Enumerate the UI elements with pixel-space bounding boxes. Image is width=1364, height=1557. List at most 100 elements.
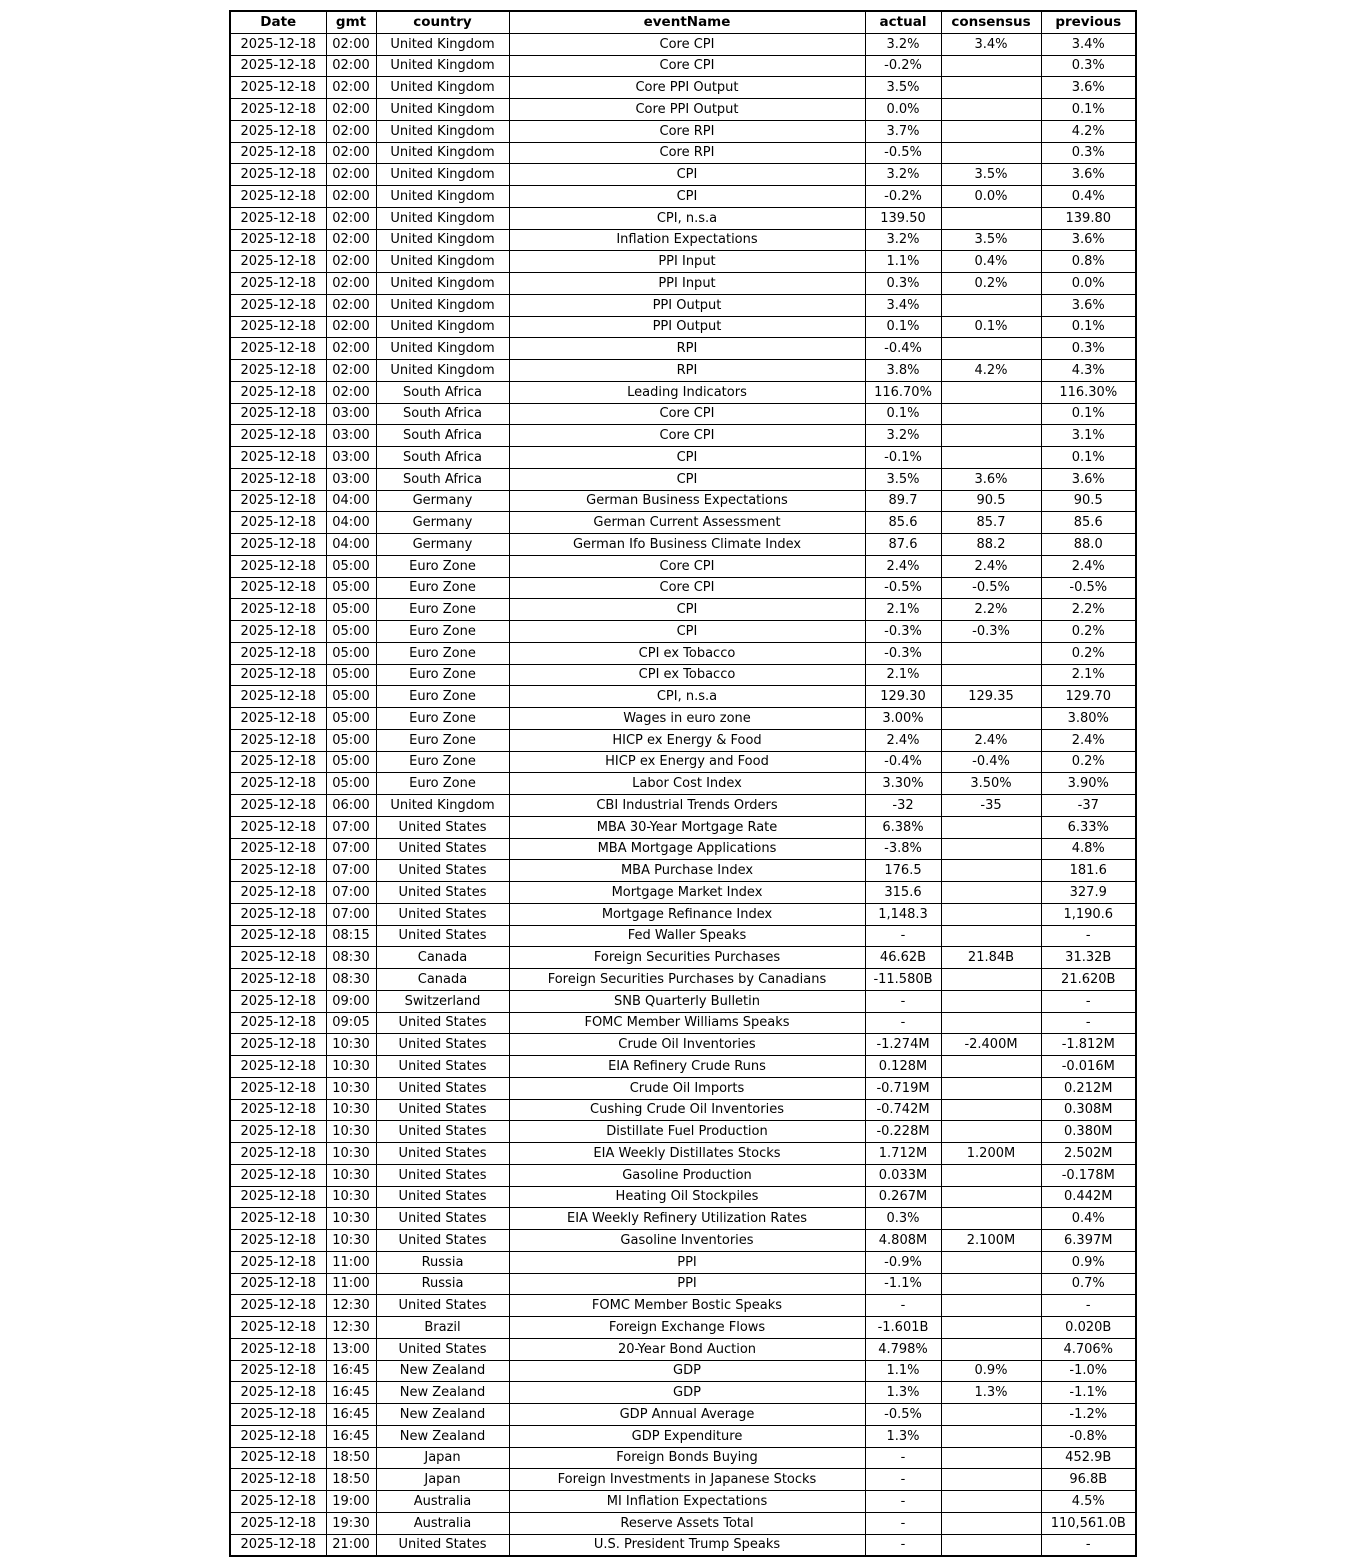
cell-date: 2025-12-18 <box>229 815 327 839</box>
column-header-actual: actual <box>864 10 942 34</box>
cell-date: 2025-12-18 <box>229 1468 327 1491</box>
cell-actual: - <box>864 1446 942 1470</box>
cell-actual: - <box>864 1490 942 1513</box>
cell-gmt: 11:00 <box>325 1272 377 1296</box>
cell-previous: 0.8% <box>1040 250 1137 273</box>
cell-consensus <box>940 206 1042 230</box>
cell-eventname: HICP ex Energy and Food <box>508 750 866 774</box>
cell-country: United States <box>375 1337 510 1361</box>
cell-eventname: CPI <box>508 185 866 208</box>
cell-gmt: 05:00 <box>325 707 377 730</box>
cell-eventname: Foreign Securities Purchases by Canadian… <box>508 968 866 991</box>
table-row: 2025-12-18 05:00 Euro Zone Labor Cost Index… <box>229 772 1137 795</box>
cell-country: Euro Zone <box>375 598 510 621</box>
cell-date: 2025-12-18 <box>229 772 327 795</box>
cell-previous: 0.1% <box>1040 446 1137 469</box>
cell-country: Australia <box>375 1511 510 1535</box>
cell-date: 2025-12-18 <box>229 1229 327 1252</box>
cell-country: United Kingdom <box>375 76 510 99</box>
cell-actual: -0.3% <box>864 620 942 643</box>
table-row: 2025-12-18 02:00 United Kingdom Core PPI Ou… <box>229 98 1137 121</box>
cell-actual: -1.601B <box>864 1316 942 1339</box>
table-row: 2025-12-18 03:00 South Africa Core CPI 0.1% 0… <box>229 402 1137 426</box>
cell-country: Russia <box>375 1250 510 1274</box>
cell-previous: 3.80% <box>1040 707 1137 730</box>
table-row: 2025-12-18 02:00 United Kingdom PPI Input 1.… <box>229 250 1137 273</box>
table-row: 2025-12-18 02:00 United Kingdom Core CPI -0.… <box>229 54 1137 78</box>
cell-previous: -37 <box>1040 794 1137 817</box>
cell-eventname: Core CPI <box>508 554 866 578</box>
table-row: 2025-12-18 05:00 Euro Zone Wages in euro zo… <box>229 707 1137 730</box>
cell-actual: - <box>864 924 942 948</box>
table-row: 2025-12-18 02:00 United Kingdom RPI 3.8% 4.2%… <box>229 359 1137 382</box>
cell-consensus <box>940 1511 1042 1535</box>
cell-date: 2025-12-18 <box>229 837 327 861</box>
cell-gmt: 19:00 <box>325 1490 377 1513</box>
table-row: 2025-12-18 05:00 Euro Zone Core CPI 2.4% 2.4%… <box>229 554 1137 578</box>
cell-gmt: 07:00 <box>325 859 377 882</box>
cell-date: 2025-12-18 <box>229 98 327 121</box>
cell-gmt: 10:30 <box>325 1055 377 1078</box>
cell-consensus: -0.4% <box>940 750 1042 774</box>
cell-date: 2025-12-18 <box>229 1120 327 1143</box>
cell-eventname: GDP Expenditure <box>508 1424 866 1448</box>
cell-gmt: 10:30 <box>325 1120 377 1143</box>
table-row: 2025-12-18 19:30 Australia Reserve Assets T… <box>229 1511 1137 1535</box>
cell-country: United States <box>375 1011 510 1035</box>
cell-date: 2025-12-18 <box>229 641 327 665</box>
cell-previous: -0.178M <box>1040 1163 1137 1187</box>
cell-date: 2025-12-18 <box>229 1446 327 1470</box>
cell-gmt: 03:00 <box>325 446 377 469</box>
cell-date: 2025-12-18 <box>229 1207 327 1230</box>
cell-gmt: 05:00 <box>325 685 377 708</box>
cell-consensus <box>940 1533 1042 1557</box>
cell-actual: -3.8% <box>864 837 942 861</box>
cell-actual: - <box>864 1294 942 1317</box>
table-row: 2025-12-18 16:45 New Zealand GDP 1.3% 1.3% -1.… <box>229 1381 1137 1404</box>
cell-eventname: CBI Industrial Trends Orders <box>508 794 866 817</box>
column-header-previous: previous <box>1040 10 1137 34</box>
cell-country: United States <box>375 1142 510 1165</box>
cell-date: 2025-12-18 <box>229 881 327 904</box>
cell-consensus: -0.5% <box>940 576 1042 600</box>
cell-date: 2025-12-18 <box>229 489 327 513</box>
cell-gmt: 07:00 <box>325 902 377 926</box>
cell-country: Brazil <box>375 1316 510 1339</box>
cell-gmt: 05:00 <box>325 598 377 621</box>
cell-consensus <box>940 1120 1042 1143</box>
cell-country: United Kingdom <box>375 228 510 252</box>
table-row: 2025-12-18 02:00 United Kingdom CPI 3.2% 3.5%… <box>229 163 1137 186</box>
cell-consensus: 2.4% <box>940 728 1042 752</box>
cell-country: Germany <box>375 489 510 513</box>
cell-gmt: 10:30 <box>325 1098 377 1122</box>
cell-country: United Kingdom <box>375 337 510 360</box>
cell-consensus: 129.35 <box>940 685 1042 708</box>
cell-actual: 0.1% <box>864 315 942 339</box>
cell-date: 2025-12-18 <box>229 1163 327 1187</box>
cell-date: 2025-12-18 <box>229 467 327 491</box>
cell-gmt: 02:00 <box>325 54 377 78</box>
cell-actual: 3.2% <box>864 32 942 56</box>
table-row: 2025-12-18 02:00 United Kingdom Core RPI -0.… <box>229 141 1137 165</box>
cell-gmt: 04:00 <box>325 489 377 513</box>
cell-eventname: Distillate Fuel Production <box>508 1120 866 1143</box>
cell-previous: 2.2% <box>1040 598 1137 621</box>
cell-eventname: CPI <box>508 446 866 469</box>
table-row: 2025-12-18 10:30 United States Crude Oil Im… <box>229 1076 1137 1100</box>
table-row: 2025-12-18 02:00 United Kingdom PPI Output 3… <box>229 293 1137 317</box>
cell-actual: -0.2% <box>864 54 942 78</box>
table-row: 2025-12-18 05:00 Euro Zone CPI ex Tobacco -0… <box>229 641 1137 665</box>
cell-consensus <box>940 968 1042 991</box>
cell-date: 2025-12-18 <box>229 1185 327 1209</box>
cell-gmt: 10:30 <box>325 1076 377 1100</box>
cell-date: 2025-12-18 <box>229 1142 327 1165</box>
cell-consensus <box>940 1294 1042 1317</box>
cell-gmt: 02:00 <box>325 337 377 360</box>
cell-actual: 87.6 <box>864 533 942 556</box>
cell-gmt: 10:30 <box>325 1033 377 1056</box>
cell-consensus <box>940 293 1042 317</box>
cell-consensus <box>940 402 1042 426</box>
cell-country: Euro Zone <box>375 641 510 665</box>
cell-consensus: -0.3% <box>940 620 1042 643</box>
table-row: 2025-12-18 07:00 United States MBA 30-Year … <box>229 815 1137 839</box>
